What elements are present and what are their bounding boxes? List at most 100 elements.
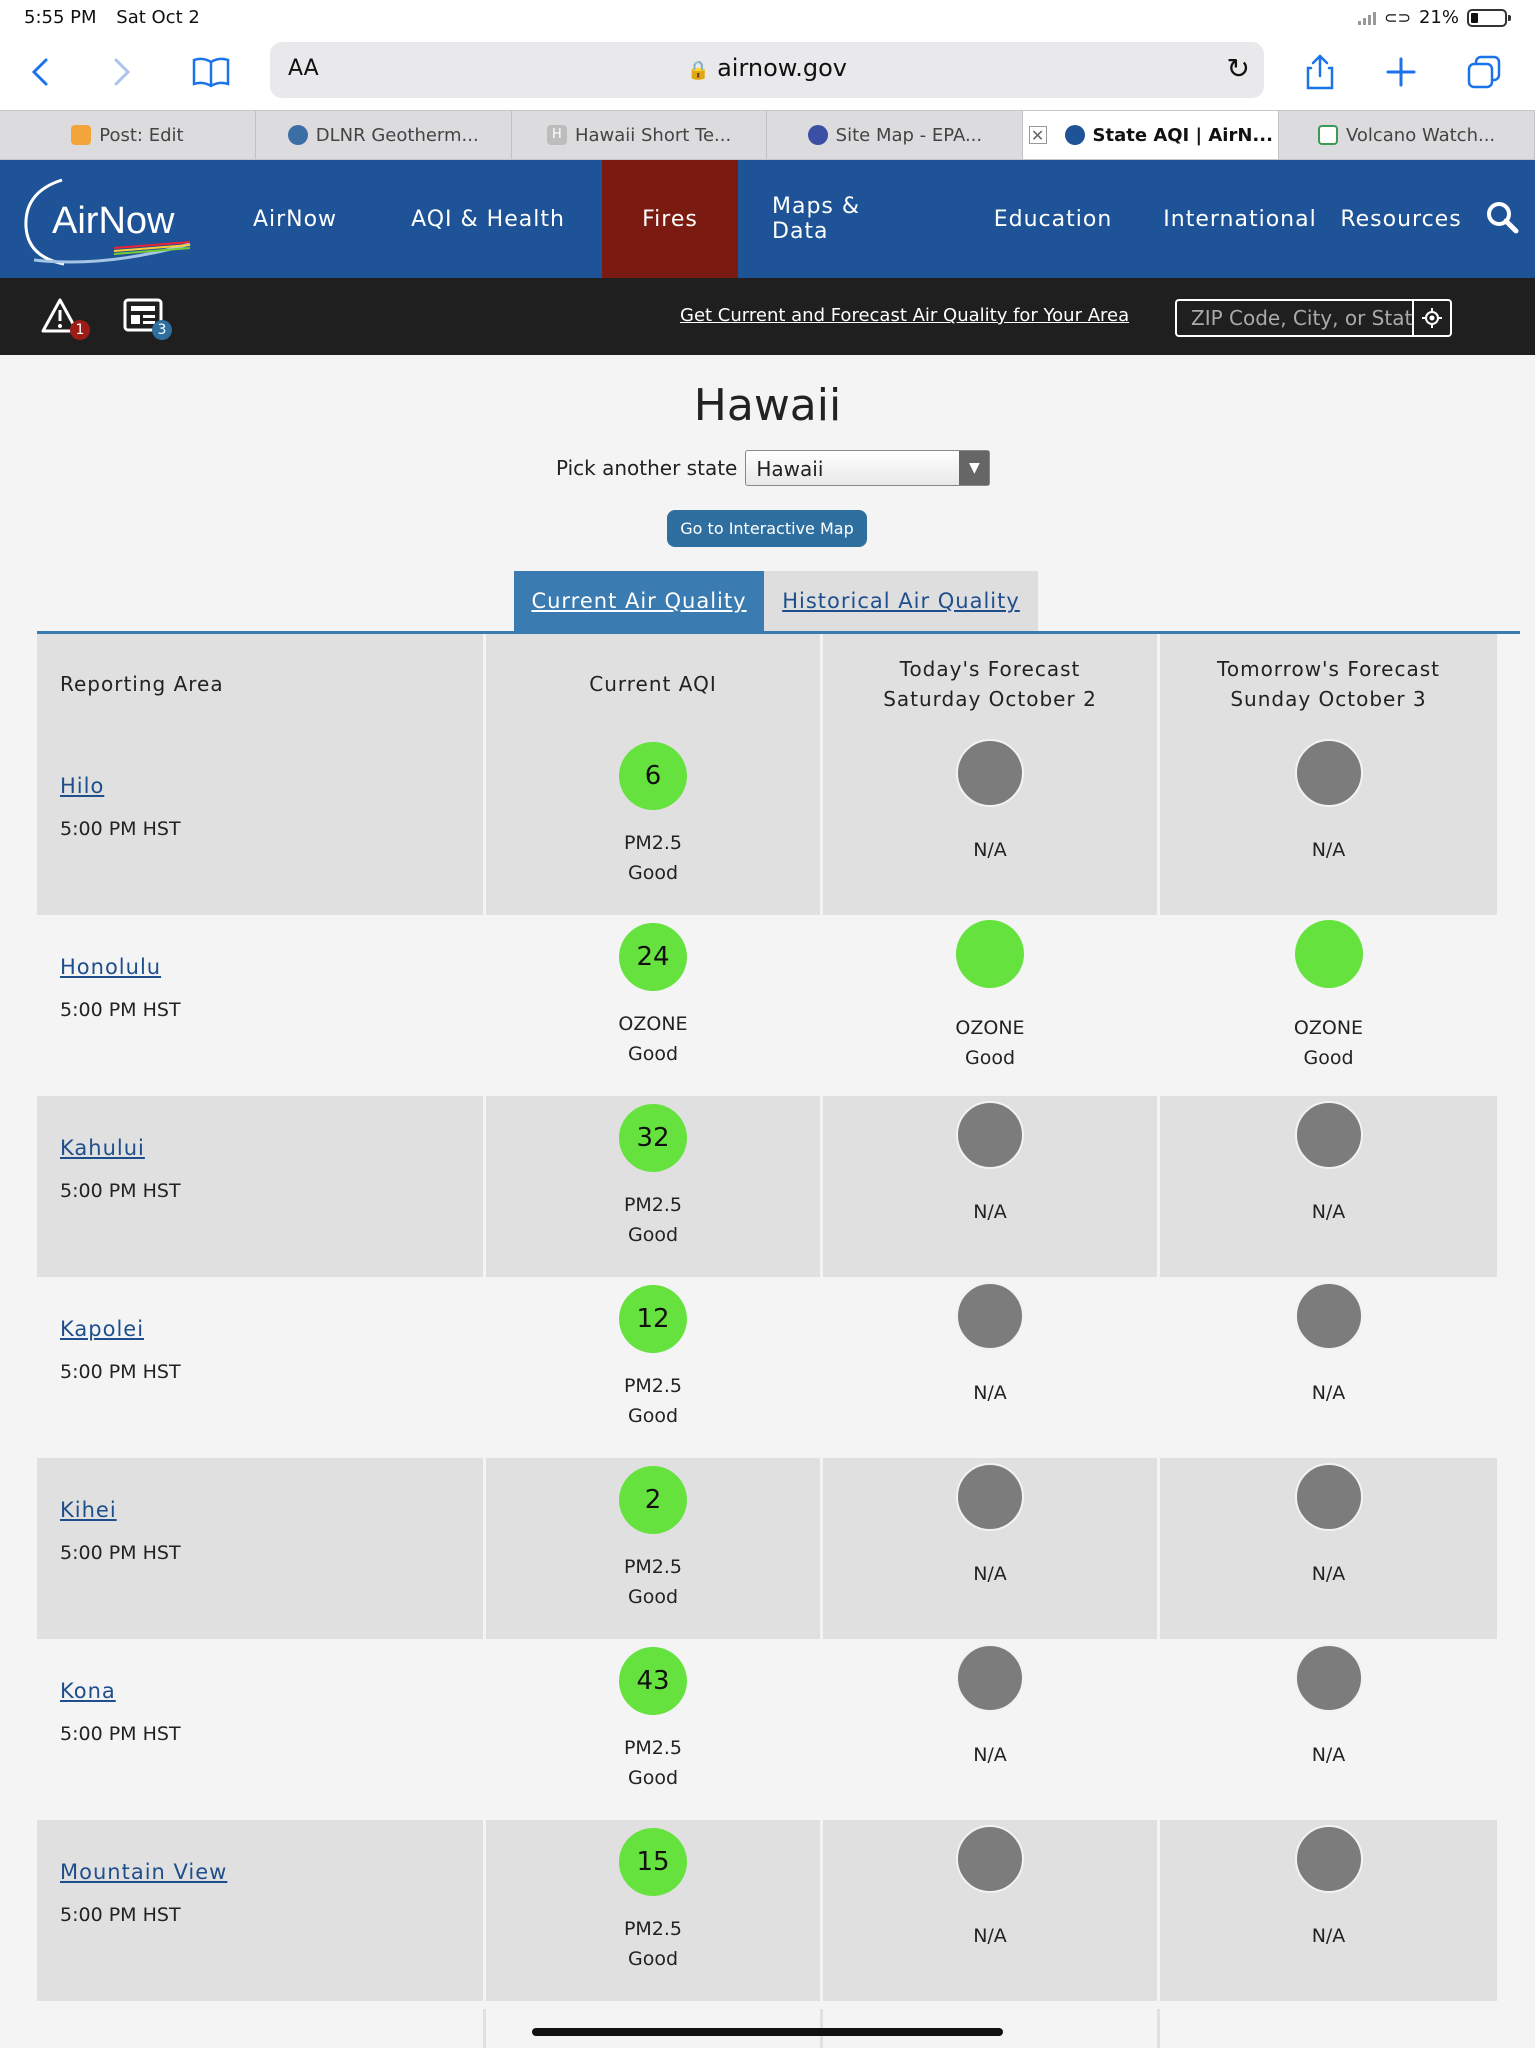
table-row: Mountain View 5:00 PM HST 15 PM2.5 Good …	[37, 1820, 1497, 2001]
dlnr-icon	[287, 125, 308, 145]
reporting-area-link[interactable]: Kahului	[60, 1136, 145, 1160]
aqi-value-circle: 6	[619, 742, 687, 810]
header-current-aqi: Current AQI	[483, 634, 820, 734]
forecast-category: Good	[1303, 1047, 1354, 1069]
reporting-area-link[interactable]: Kona	[60, 1679, 116, 1703]
forecast-unavailable-circle	[1294, 739, 1363, 807]
nav-education[interactable]: Education	[993, 206, 1113, 232]
selected-state: Hawaii	[756, 457, 824, 481]
site-nav: AirNow AirNow AQI & Health Fires Maps & …	[0, 160, 1535, 278]
browser-tab-site-map[interactable]: Site Map - EPA...	[767, 111, 1024, 159]
forecast-status: N/A	[973, 839, 1007, 861]
table-row: Kahului 5:00 PM HST 32 PM2.5 Good N/A N/…	[37, 1096, 1497, 1277]
home-indicator	[532, 2028, 1003, 2036]
tabs-overview-icon[interactable]	[1456, 44, 1512, 100]
nav-resources[interactable]: Resources	[1340, 206, 1462, 232]
crosshair-icon	[1422, 308, 1442, 328]
tab-current-air-quality[interactable]: Current Air Quality	[514, 571, 764, 631]
browser-tab-dlnr[interactable]: DLNR Geotherm...	[256, 111, 512, 159]
share-icon[interactable]	[1292, 44, 1348, 100]
reload-icon[interactable]: ↻	[1226, 52, 1250, 85]
airnow-icon	[1064, 125, 1085, 145]
browser-tab-volcano-watch[interactable]: Volcano Watch...	[1279, 111, 1535, 159]
nav-airnow[interactable]: AirNow	[252, 206, 338, 232]
address-bar[interactable]: AA 🔒 airnow.gov ↻	[270, 42, 1264, 98]
nav-fires[interactable]: Fires	[602, 160, 738, 278]
today-forecast-cell: N/A	[820, 1277, 1157, 1458]
nav-international[interactable]: International	[1163, 206, 1317, 232]
forecast-category: Good	[964, 1047, 1016, 1069]
location-input[interactable]	[1177, 301, 1413, 335]
state-select[interactable]: Hawaii ▼	[745, 450, 991, 486]
aqi-value-circle: 43	[619, 1647, 687, 1715]
header-label: Tomorrow's Forecast	[1217, 657, 1440, 681]
forecast-status: N/A	[1311, 1925, 1346, 1947]
tab-historical-air-quality[interactable]: Historical Air Quality	[764, 571, 1038, 631]
forecast-unavailable-circle	[956, 1282, 1024, 1350]
alerts-button[interactable]: 1	[40, 296, 90, 340]
airnow-logo[interactable]: AirNow	[14, 172, 194, 268]
reporting-area-cell: Honolulu 5:00 PM HST	[37, 915, 483, 1096]
reporting-time: 5:00 PM HST	[60, 999, 181, 1021]
reporting-time: 5:00 PM HST	[60, 1180, 181, 1202]
nav-maps-data[interactable]: Maps & Data	[772, 194, 861, 244]
forecast-status: N/A	[973, 1925, 1007, 1947]
table-row: Kapolei 5:00 PM HST 12 PM2.5 Good N/A N/…	[37, 1277, 1497, 1458]
forward-icon[interactable]	[94, 44, 150, 100]
aqi-value-circle: 24	[619, 923, 687, 991]
reporting-area-cell: Mountain View 5:00 PM HST	[37, 1820, 483, 2001]
interactive-map-button[interactable]: Go to Interactive Map	[667, 510, 867, 547]
header-reporting-area: Reporting Area	[37, 634, 483, 734]
aqi-value-circle: 32	[619, 1104, 687, 1172]
notices-button[interactable]: 3	[122, 296, 172, 340]
forecast-status: N/A	[1311, 1201, 1346, 1223]
header-tomorrow-forecast: Tomorrow's Forecast Sunday October 3	[1157, 634, 1497, 734]
reporting-time: 5:00 PM HST	[60, 1904, 181, 1926]
aqi-table: Reporting Area Current AQI Today's Forec…	[37, 634, 1497, 2001]
browser-tab-hawaii-short-term[interactable]: H Hawaii Short Te...	[512, 111, 768, 159]
current-aqi-cell: 24 OZONE Good	[483, 915, 820, 1096]
forecast-good-circle	[1294, 920, 1363, 988]
forecast-status: N/A	[1311, 1563, 1346, 1585]
category-label: Good	[627, 862, 679, 884]
warning-icon	[41, 298, 79, 333]
current-aqi-cell: 2 PM2.5 Good	[483, 1458, 820, 1639]
reporting-time: 5:00 PM HST	[60, 1723, 181, 1745]
browser-tab-label: Post: Edit	[99, 124, 184, 146]
browser-tab-label: Hawaii Short Te...	[574, 124, 732, 146]
forecast-status: N/A	[1311, 1744, 1346, 1766]
new-tab-icon[interactable]	[1373, 44, 1429, 100]
bookmarks-icon[interactable]	[183, 44, 239, 100]
personal-hotspot-icon: ⊂⊃	[1384, 8, 1411, 27]
current-aqi-cell: 6 PM2.5 Good	[483, 734, 820, 915]
chevron-down-icon: ▼	[959, 451, 990, 485]
reporting-area-link[interactable]: Honolulu	[60, 955, 162, 979]
text-size-button[interactable]: AA	[288, 56, 319, 81]
reporting-area-link[interactable]: Mountain View	[60, 1860, 228, 1884]
tomorrow-forecast-cell: N/A	[1157, 1096, 1497, 1277]
browser-tab-label: Site Map - EPA...	[835, 124, 983, 146]
category-label: Good	[627, 1767, 679, 1789]
forecast-link[interactable]: Get Current and Forecast Air Quality for…	[680, 305, 1130, 326]
locate-me-button[interactable]	[1412, 301, 1450, 335]
forecast-unavailable-circle	[956, 739, 1024, 807]
reporting-area-link[interactable]: Kapolei	[60, 1317, 145, 1341]
today-forecast-cell: N/A	[820, 1458, 1157, 1639]
back-icon[interactable]	[12, 44, 68, 100]
epa-icon	[807, 125, 828, 145]
browser-tab-post-edit[interactable]: Post: Edit	[0, 111, 256, 159]
forecast-unavailable-circle	[956, 1825, 1024, 1893]
search-icon[interactable]	[1485, 200, 1519, 234]
aqi-value-circle: 12	[619, 1285, 687, 1353]
reporting-area-cell: Kahului 5:00 PM HST	[37, 1096, 483, 1277]
nav-aqi-health[interactable]: AQI & Health	[411, 206, 565, 232]
browser-tab-state-aqi[interactable]: ✕ State AQI | AirN...	[1023, 111, 1280, 159]
reporting-area-link[interactable]: Hilo	[60, 774, 105, 798]
close-tab-icon[interactable]: ✕	[1028, 126, 1047, 145]
reporting-area-link[interactable]: Kihei	[60, 1498, 117, 1522]
pollutant-label: PM2.5	[623, 1194, 683, 1216]
pollutant-label: PM2.5	[623, 1375, 683, 1397]
volcano-watch-icon	[1317, 125, 1338, 145]
tomorrow-forecast-cell: N/A	[1157, 1820, 1497, 2001]
aqi-value-circle: 15	[619, 1828, 687, 1896]
